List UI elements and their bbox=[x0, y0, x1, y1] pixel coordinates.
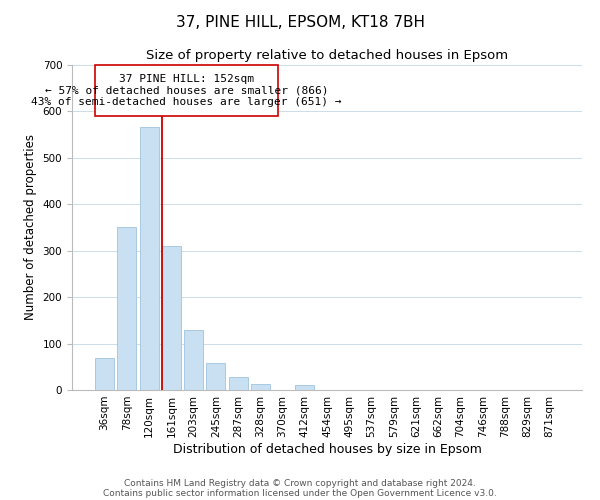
Text: Contains HM Land Registry data © Crown copyright and database right 2024.: Contains HM Land Registry data © Crown c… bbox=[124, 478, 476, 488]
Title: Size of property relative to detached houses in Epsom: Size of property relative to detached ho… bbox=[146, 50, 508, 62]
Text: Contains public sector information licensed under the Open Government Licence v3: Contains public sector information licen… bbox=[103, 488, 497, 498]
Bar bbox=[118, 226, 136, 390]
Bar bbox=[206, 363, 225, 390]
Bar bbox=[184, 330, 203, 390]
Y-axis label: Number of detached properties: Number of detached properties bbox=[24, 134, 37, 320]
Text: 37 PINE HILL: 152sqm
← 57% of detached houses are smaller (866)
43% of semi-deta: 37 PINE HILL: 152sqm ← 57% of detached h… bbox=[31, 74, 341, 107]
Bar bbox=[162, 246, 181, 390]
Bar bbox=[251, 384, 270, 390]
Text: 37, PINE HILL, EPSOM, KT18 7BH: 37, PINE HILL, EPSOM, KT18 7BH bbox=[176, 15, 425, 30]
Bar bbox=[229, 378, 248, 390]
Bar bbox=[140, 127, 158, 390]
FancyBboxPatch shape bbox=[95, 65, 278, 116]
Bar bbox=[95, 358, 114, 390]
X-axis label: Distribution of detached houses by size in Epsom: Distribution of detached houses by size … bbox=[173, 442, 481, 456]
Bar bbox=[295, 386, 314, 390]
